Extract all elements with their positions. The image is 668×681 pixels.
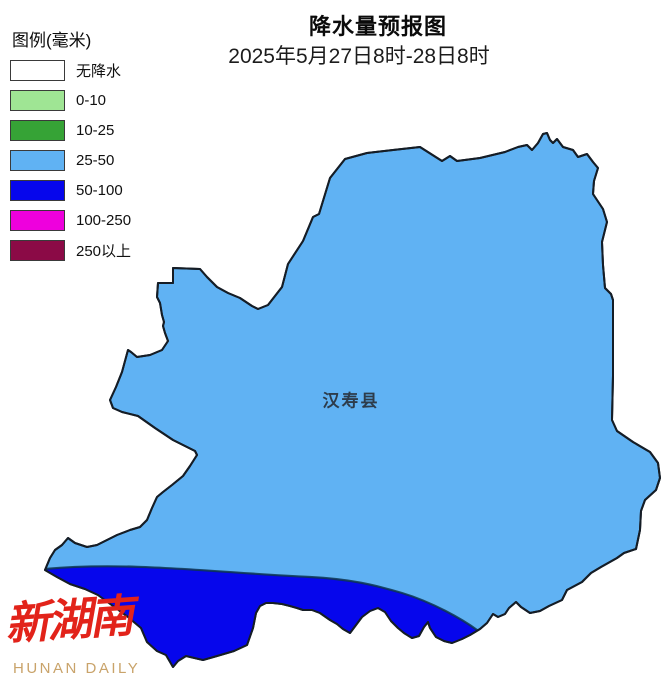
legend-item-50-100: 50-100 bbox=[10, 180, 200, 201]
county-name-label: 汉寿县 bbox=[322, 391, 380, 411]
legend-label: 250以上 bbox=[76, 243, 132, 260]
legend-swatch-no-rain bbox=[10, 60, 65, 81]
legend-swatch-250-plus bbox=[10, 240, 65, 261]
legend-label: 0-10 bbox=[76, 92, 107, 109]
forecast-period: 2025年5月27日8时-28日8时 bbox=[228, 45, 490, 68]
legend-swatch-25-50 bbox=[10, 150, 65, 171]
legend-swatch-10-25 bbox=[10, 120, 65, 141]
legend-label: 100-250 bbox=[76, 212, 132, 229]
legend-item-0-10: 0-10 bbox=[10, 90, 200, 111]
legend-swatch-100-250 bbox=[10, 210, 65, 231]
legend-title: 图例(毫米) bbox=[12, 31, 92, 50]
page-title: 降水量预报图 bbox=[308, 14, 448, 39]
hunan-daily-logo-cn: 新湖南 bbox=[3, 589, 133, 651]
legend-item-250-plus: 250以上 bbox=[10, 240, 200, 261]
heavy-rain-band-edge bbox=[45, 565, 478, 631]
county-outline bbox=[44, 132, 661, 668]
legend-label: 50-100 bbox=[76, 182, 123, 199]
legend-label: 10-25 bbox=[76, 122, 115, 139]
legend-swatch-50-100 bbox=[10, 180, 65, 201]
legend-item-100-250: 100-250 bbox=[10, 210, 200, 231]
legend-item-10-25: 10-25 bbox=[10, 120, 200, 141]
legend-label: 无降水 bbox=[76, 63, 122, 80]
legend-label: 25-50 bbox=[76, 152, 115, 169]
legend-swatch-0-10 bbox=[10, 90, 65, 111]
legend: 图例(毫米) 无降水 0-10 10-25 25-50 50-100 100-2… bbox=[10, 26, 200, 270]
legend-item-25-50: 25-50 bbox=[10, 150, 200, 171]
legend-item-no-rain: 无降水 bbox=[10, 60, 200, 81]
hunan-daily-logo-en: HUNAN DAILY bbox=[13, 660, 141, 677]
